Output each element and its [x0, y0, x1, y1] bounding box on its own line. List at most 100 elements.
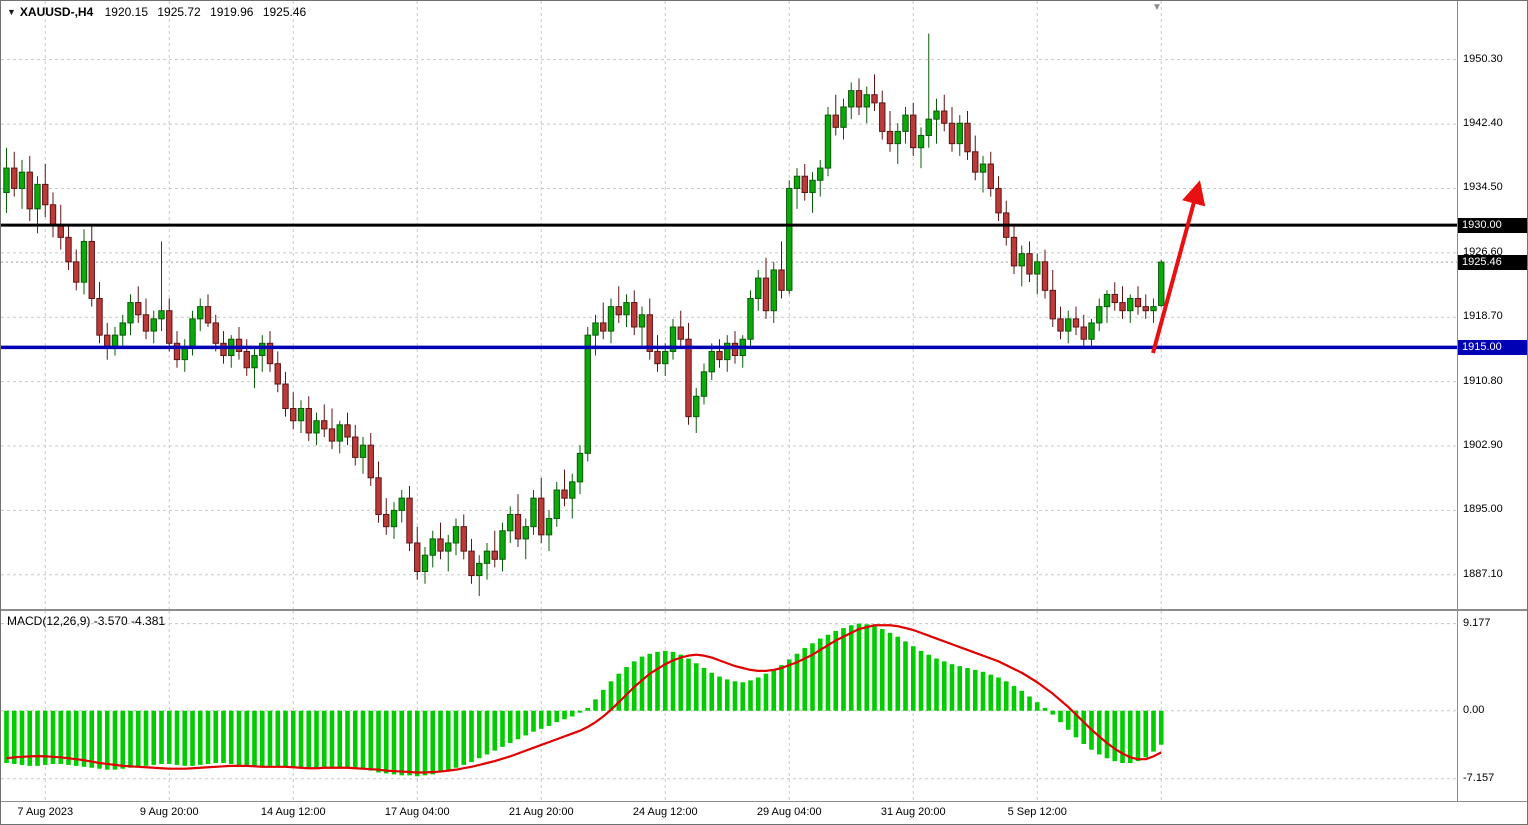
macd-histogram-bar [755, 677, 761, 711]
candle-body [631, 302, 638, 328]
symbol-timeframe-label: XAUUSD-,H4 [19, 5, 94, 19]
candle-body [607, 306, 615, 332]
macd-histogram-bar [887, 632, 893, 711]
candle-body [840, 106, 847, 128]
candle-body [623, 302, 630, 316]
candle-body [414, 542, 421, 573]
macd-histogram-bar [58, 710, 64, 764]
candle-body [297, 408, 305, 422]
candle-body [499, 530, 506, 560]
macd-histogram-bar [306, 710, 312, 769]
candle-body [553, 489, 560, 520]
macd-signal-line [6, 624, 1162, 774]
macd-histogram-bar [174, 710, 180, 765]
macd-histogram-bar [562, 710, 567, 720]
macd-histogram-bar [66, 710, 71, 765]
candle-body [445, 542, 452, 552]
macd-histogram-bar [35, 710, 40, 766]
candle-body [235, 338, 243, 352]
macd-indicator-canvas[interactable] [1, 611, 1457, 801]
candle-body [259, 342, 266, 357]
candle-body [576, 452, 584, 483]
macd-histogram-bar [1112, 710, 1118, 762]
axis-tick-label: 1910.80 [1463, 374, 1503, 387]
candle-body [282, 383, 289, 410]
macd-histogram-bar [1096, 710, 1102, 755]
panel-separator[interactable] [1, 609, 1527, 611]
candle-body [600, 322, 607, 332]
candle-body [274, 363, 281, 385]
main-chart-canvas[interactable] [1, 1, 1457, 609]
macd-histogram-bar [422, 710, 428, 776]
badge-current-price: 1925.46 [1458, 254, 1527, 270]
macd-histogram-bar [89, 710, 95, 768]
axis-tick-label: 1895.00 [1463, 503, 1503, 516]
candle-body [460, 526, 467, 552]
candle-body [538, 497, 545, 536]
candle-body [73, 261, 80, 283]
candle-body [173, 342, 181, 361]
macd-histogram-bar [221, 710, 226, 763]
macd-histogram-bar [1127, 710, 1133, 763]
candle-body [1034, 261, 1041, 275]
candle-body [755, 277, 762, 299]
candle-body [328, 428, 336, 442]
candle-body [972, 151, 979, 173]
macd-histogram-bar [1058, 710, 1063, 723]
candle-body [166, 310, 173, 344]
candle-body [1103, 293, 1111, 308]
candle-body [886, 130, 894, 145]
candle-body [987, 163, 994, 189]
chart-shift-marker-icon[interactable]: ▼ [1152, 2, 1162, 13]
candle-body [251, 355, 258, 369]
macd-histogram-bar [500, 710, 505, 747]
candle-body [1041, 261, 1049, 291]
macd-histogram-bar [608, 681, 614, 711]
macd-histogram-bar [988, 674, 994, 711]
high-value: 1925.72 [157, 5, 201, 19]
candle-body [522, 526, 529, 540]
macd-histogram-bar [73, 710, 79, 766]
macd-histogram-bar [879, 629, 885, 711]
candle-body [181, 346, 188, 361]
candle-body [879, 102, 886, 132]
macd-histogram-bar [469, 710, 474, 763]
symbol-marker-icon[interactable]: ▼ [7, 7, 16, 17]
candle-body [871, 94, 878, 104]
macd-histogram-bar [345, 710, 350, 768]
time-axis-label: 14 Aug 12:00 [260, 806, 326, 818]
axis-tick-label: 1902.90 [1463, 438, 1503, 451]
candle-body [491, 550, 498, 560]
macd-histogram-bar [484, 710, 490, 755]
macd-histogram-bar [678, 654, 684, 711]
candle-body [1010, 236, 1018, 267]
candle-body [933, 110, 940, 120]
candle-body [615, 306, 622, 316]
trend-arrow-object[interactable] [1151, 180, 1206, 354]
candle-body [406, 497, 413, 544]
macd-histogram-bar [259, 710, 265, 767]
candle-body [1065, 318, 1072, 332]
candle-body [693, 395, 700, 418]
macd-histogram-bar [368, 710, 374, 771]
macd-histogram-bar [376, 710, 381, 773]
macd-histogram-bar [569, 710, 575, 717]
candle-body [662, 350, 669, 365]
candle-body [848, 90, 855, 108]
macd-histogram-bar [50, 710, 56, 764]
macd-histogram-bar [1019, 690, 1025, 711]
candle-body [1134, 297, 1142, 308]
macd-histogram-bar [585, 707, 591, 711]
badge-resistance-price: 1930.00 [1458, 217, 1527, 233]
macd-histogram-bar [662, 650, 668, 711]
time-axis-label: 9 Aug 20:00 [139, 806, 199, 818]
time-axis-scale[interactable]: 7 Aug 2023 9 Aug 20:00 14 Aug 12:00 17 Aug … [1, 801, 1457, 824]
macd-histogram-bar [1135, 710, 1141, 762]
macd-histogram-bar [159, 710, 164, 764]
candle-body [96, 297, 103, 336]
macd-histogram-bar [546, 710, 552, 726]
candle-body [197, 306, 204, 320]
macd-histogram-bar [81, 710, 87, 767]
macd-histogram-bar [1065, 710, 1071, 730]
macd-histogram-bar [143, 710, 149, 766]
